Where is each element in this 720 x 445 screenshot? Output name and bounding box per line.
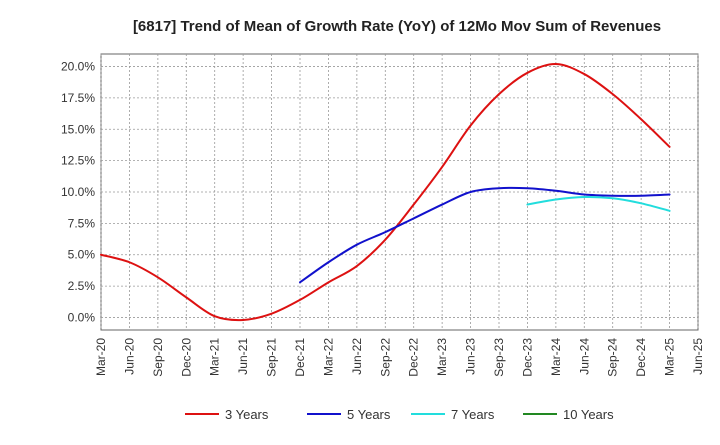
x-axis: Mar-20 Jun-20 Sep-20 Dec-20 Mar-21 Jun-21 Sep-… <box>94 338 705 377</box>
series-layer <box>100 63 671 322</box>
x-tick-label: Jun-25 <box>691 338 705 375</box>
x-tick-label: Jun-21 <box>236 338 250 375</box>
y-tick-label: 2.5% <box>68 279 96 293</box>
series-line-7-years <box>526 195 671 212</box>
series-line-5-years <box>299 186 671 284</box>
legend-label-3-years: 3 Years <box>225 407 269 422</box>
x-tick-label: Mar-23 <box>435 338 449 376</box>
y-tick-label: 17.5% <box>61 91 95 105</box>
y-tick-label: 0.0% <box>68 310 96 324</box>
x-tick-label: Jun-24 <box>577 338 591 375</box>
x-tick-label: Jun-23 <box>464 338 478 375</box>
x-tick-label: Dec-21 <box>293 338 307 377</box>
x-tick-label: Dec-20 <box>179 338 193 377</box>
x-tick-label: Mar-20 <box>94 338 108 376</box>
series-line-3-years <box>100 63 671 322</box>
x-tick-label: Mar-21 <box>208 338 222 376</box>
y-tick-label: 20.0% <box>61 60 95 74</box>
y-axis: 0.0% 2.5% 5.0% 7.5% 10.0% 12.5% 15.0% 17.5% 20.0… <box>61 60 95 325</box>
y-tick-label: 15.0% <box>61 122 95 136</box>
x-tick-label: Jun-20 <box>122 338 136 375</box>
chart-title: [6817] Trend of Mean of Growth Rate (YoY… <box>133 18 661 35</box>
x-tick-label: Mar-24 <box>549 338 563 376</box>
x-tick-label: Sep-20 <box>151 338 165 377</box>
y-tick-label: 12.5% <box>61 154 95 168</box>
x-tick-label: Sep-21 <box>265 338 279 377</box>
y-tick-label: 10.0% <box>61 185 95 199</box>
x-tick-label: Dec-24 <box>634 338 648 377</box>
legend-label-7-years: 7 Years <box>451 407 495 422</box>
x-tick-label: Dec-22 <box>407 338 421 377</box>
x-tick-label: Mar-25 <box>663 338 677 376</box>
legend-label-10-years: 10 Years <box>563 407 614 422</box>
y-tick-label: 7.5% <box>68 216 96 230</box>
x-tick-label: Dec-23 <box>520 338 534 377</box>
grid-layer <box>100 54 699 330</box>
x-tick-label: Sep-23 <box>492 338 506 377</box>
legend-label-5-years: 5 Years <box>347 407 391 422</box>
x-tick-label: Sep-24 <box>606 338 620 377</box>
legend: 3 Years 5 Years 7 Years 10 Years <box>185 407 614 422</box>
x-tick-label: Mar-22 <box>321 338 335 376</box>
x-tick-label: Jun-22 <box>350 338 364 375</box>
x-tick-label: Sep-22 <box>378 338 392 377</box>
y-tick-label: 5.0% <box>68 248 96 262</box>
